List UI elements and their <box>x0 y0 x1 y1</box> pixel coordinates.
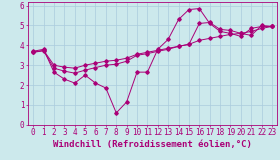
X-axis label: Windchill (Refroidissement éolien,°C): Windchill (Refroidissement éolien,°C) <box>53 140 252 149</box>
